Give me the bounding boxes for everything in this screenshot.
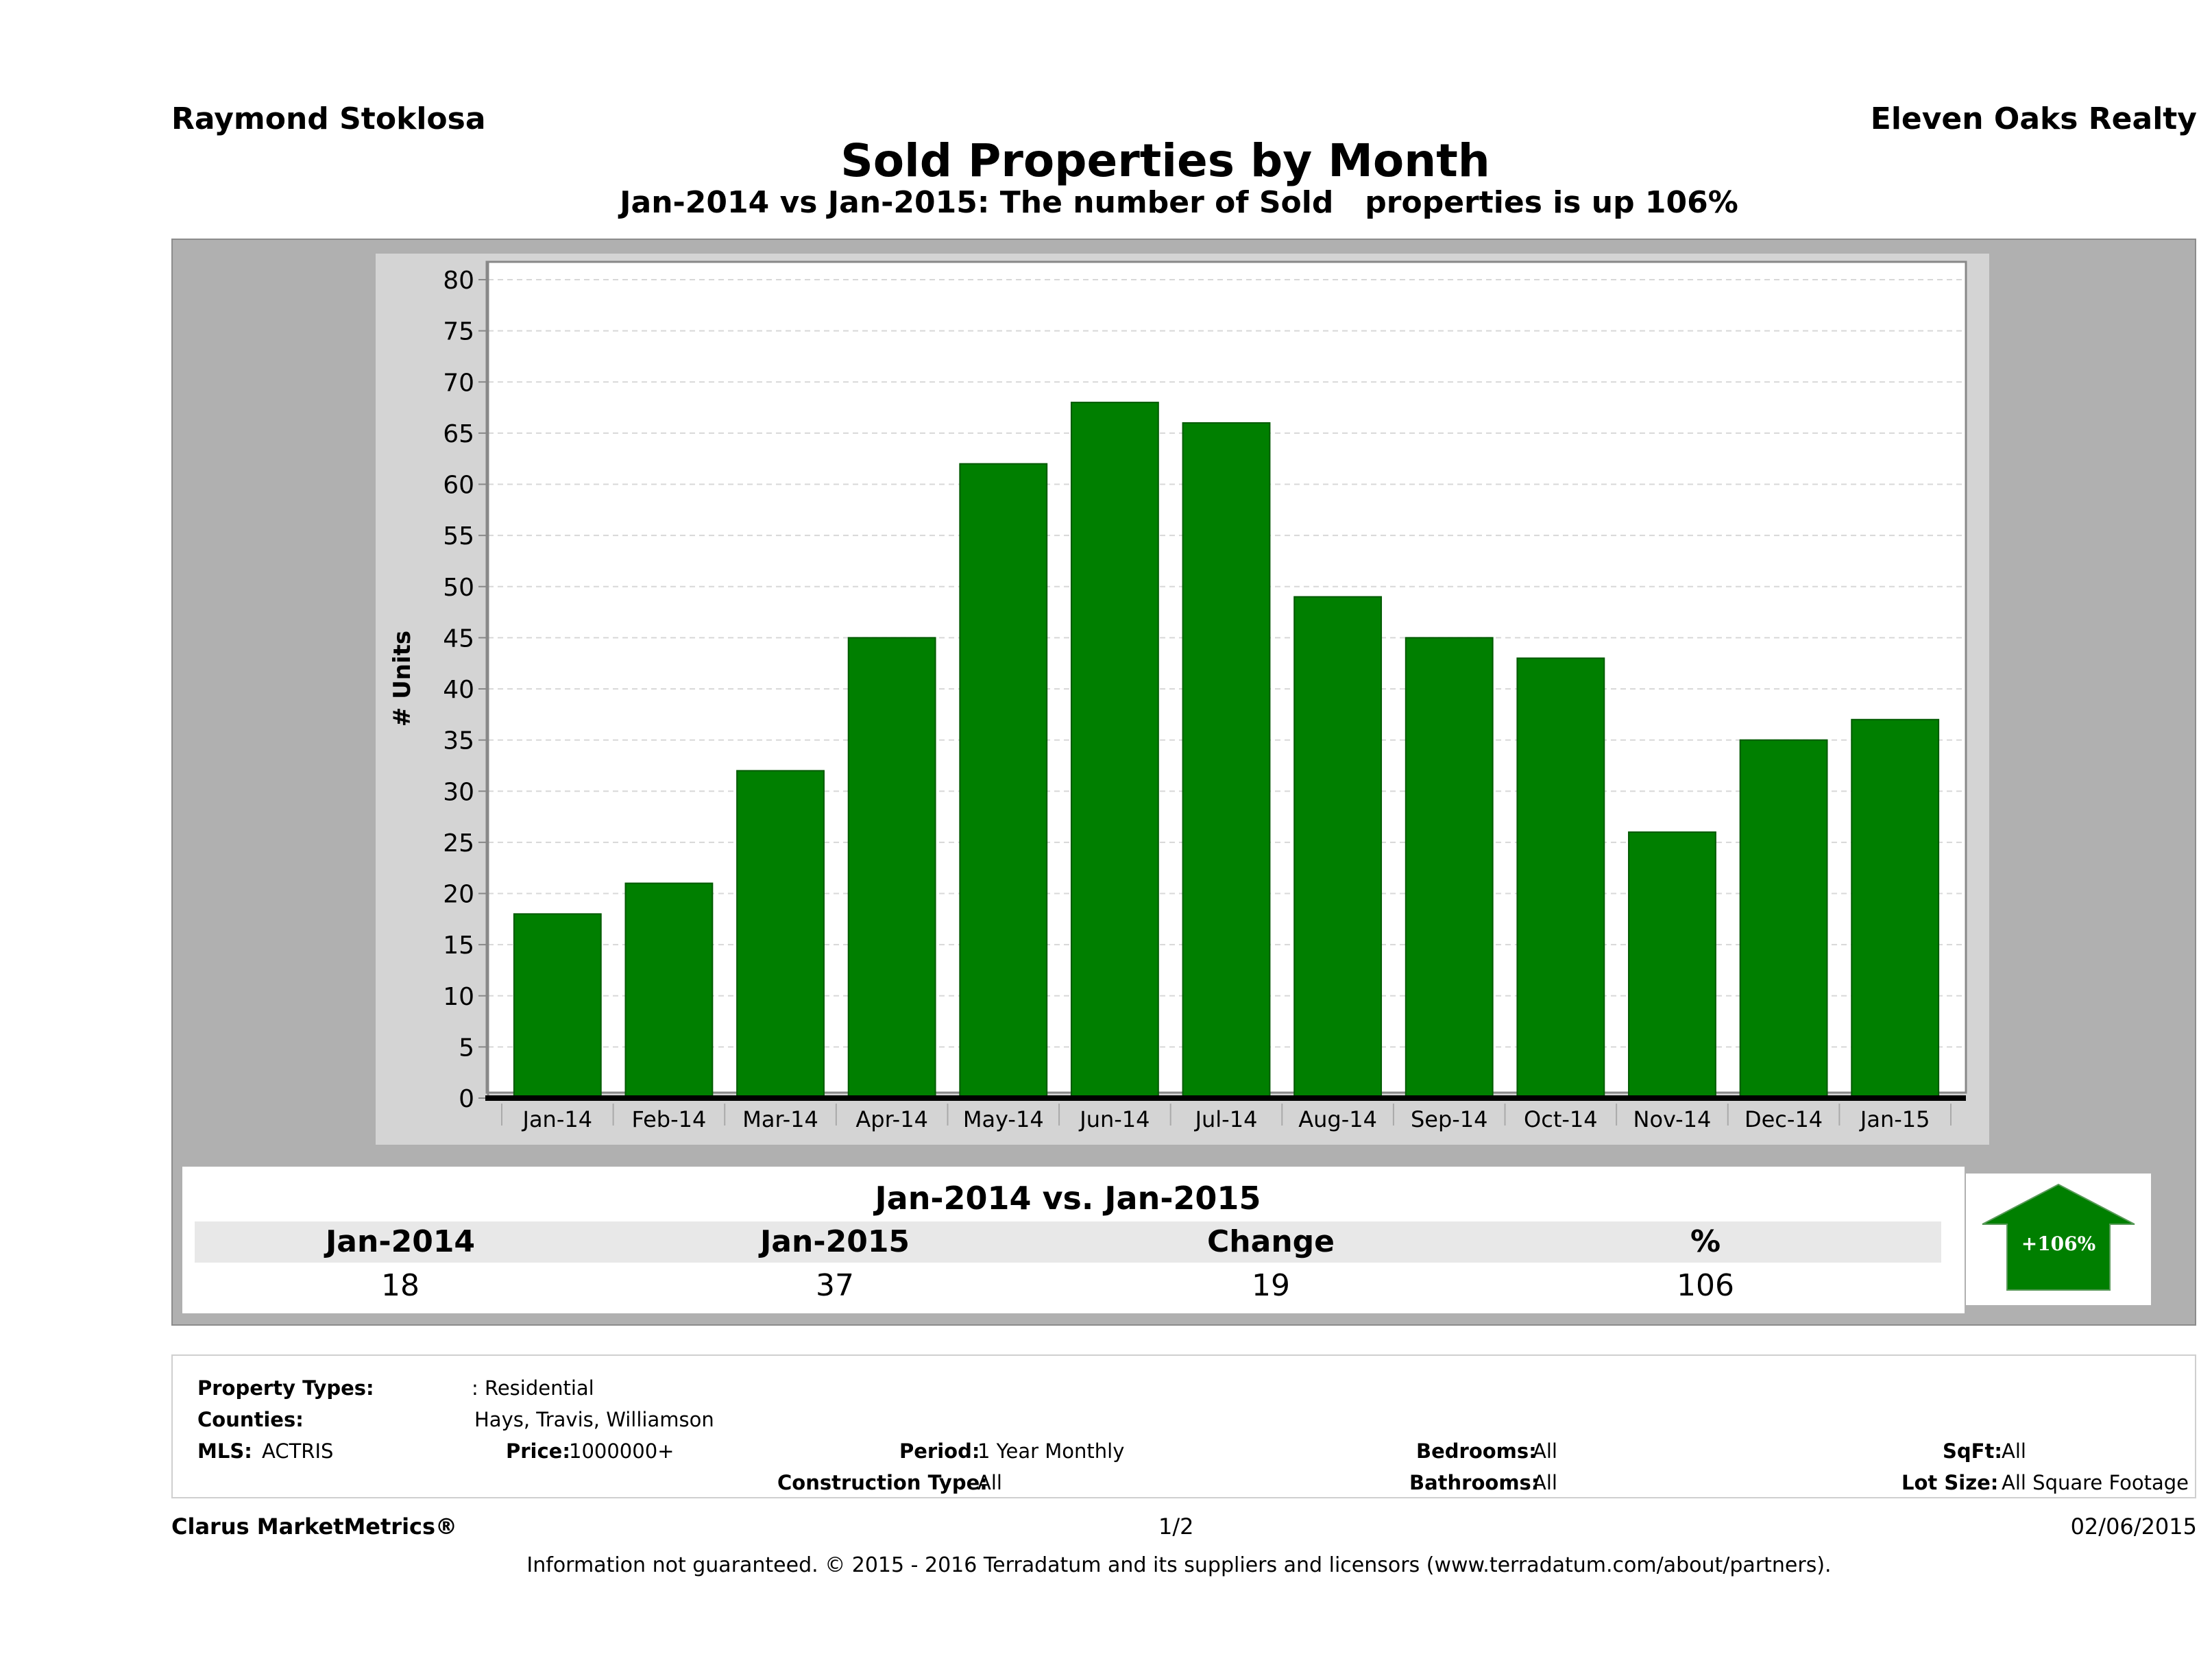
lot-size-value: All Square Footage xyxy=(2002,1471,2189,1494)
y-tick-label: 0 xyxy=(459,1085,474,1113)
stats-value-row: 18 37 19 106 xyxy=(195,1265,1941,1306)
stats-val-percent: 106 xyxy=(1677,1268,1734,1303)
stats-col-jan2015-label: Jan-2015 xyxy=(759,1224,910,1259)
x-tick-label: Dec-14 xyxy=(1745,1106,1823,1132)
y-tick-label: 55 xyxy=(443,522,474,550)
lot-size-label: Lot Size: xyxy=(1901,1471,1999,1494)
property-types-label: Property Types: xyxy=(197,1376,374,1400)
x-tick-label: Nov-14 xyxy=(1633,1106,1712,1132)
price-label: Price: xyxy=(506,1439,570,1463)
filter-summary: Property Types: : Residential Counties: … xyxy=(171,1354,2196,1498)
chart-title: Sold Properties by Month xyxy=(840,134,1490,187)
y-tick-label: 75 xyxy=(443,318,474,346)
bathrooms-label: Bathrooms: xyxy=(1409,1471,1540,1494)
price-value: 1000000+ xyxy=(569,1439,674,1463)
period-label: Period: xyxy=(899,1439,980,1463)
stats-col-change-label: Change xyxy=(1207,1224,1335,1259)
period-value: 1 Year Monthly xyxy=(977,1439,1125,1463)
y-tick-label: 65 xyxy=(443,420,474,448)
bar-feb-14 xyxy=(624,882,714,1099)
chart-subtitle: Jan-2014 vs Jan-2015: The number of Sold… xyxy=(620,185,1738,220)
counties-value: Hays, Travis, Williamson xyxy=(474,1408,714,1431)
x-tick-label: Mar-14 xyxy=(742,1106,818,1132)
bar-jan-14 xyxy=(513,913,602,1099)
bar-sep-14 xyxy=(1405,637,1494,1099)
y-tick-label: 40 xyxy=(443,676,474,704)
change-badge: +106% xyxy=(1966,1174,2151,1305)
y-tick-label: 20 xyxy=(443,881,474,909)
y-tick-label: 70 xyxy=(443,369,474,397)
bar-mar-14 xyxy=(736,770,825,1099)
bar-jun-14 xyxy=(1070,402,1159,1099)
sqft-value: All xyxy=(2002,1439,2026,1463)
property-types-value: : Residential xyxy=(472,1376,594,1400)
x-tick-label: Jun-14 xyxy=(1078,1106,1150,1132)
mls-label: MLS: xyxy=(197,1439,252,1463)
bar-aug-14 xyxy=(1293,596,1383,1099)
footer-brand: Clarus MarketMetrics® xyxy=(171,1513,458,1540)
x-ticks: Jan-14 Feb-14 Mar-14 Apr-14 May-14 Jun-14 Jul-… xyxy=(485,1095,1966,1132)
stats-header-row: Jan-2014 Jan-2015 Change % xyxy=(195,1221,1941,1263)
grid-lines xyxy=(488,279,1965,1048)
y-tick-label: 35 xyxy=(443,727,474,755)
bedrooms-label: Bedrooms: xyxy=(1416,1439,1537,1463)
bar-may-14 xyxy=(959,463,1048,1099)
y-tick-label: 80 xyxy=(443,267,474,295)
y-tick-label: 45 xyxy=(443,624,474,653)
y-tick-label: 5 xyxy=(459,1034,474,1062)
y-tick-label: 50 xyxy=(443,574,474,602)
footer-date: 02/06/2015 xyxy=(2070,1513,2197,1540)
agent-name: Raymond Stoklosa xyxy=(171,101,486,136)
bathrooms-value: All xyxy=(1533,1471,1557,1494)
y-tick-label: 25 xyxy=(443,829,474,858)
stats-col-jan2014-label: Jan-2014 xyxy=(325,1224,476,1259)
bedrooms-value: All xyxy=(1533,1439,1557,1463)
y-tick-label: 10 xyxy=(443,983,474,1011)
sqft-label: SqFt: xyxy=(1943,1439,2002,1463)
y-tick-label: 15 xyxy=(443,932,474,960)
bar-oct-14 xyxy=(1516,657,1605,1099)
footer-page: 1/2 xyxy=(1158,1513,1194,1540)
y-axis-label: # Units xyxy=(389,631,416,727)
x-tick-label: May-14 xyxy=(963,1106,1044,1132)
construction-label: Construction Type: xyxy=(777,1471,988,1494)
bar-nov-14 xyxy=(1628,831,1716,1099)
x-tick-label: Sep-14 xyxy=(1411,1106,1488,1132)
x-tick-label: Feb-14 xyxy=(631,1106,706,1132)
x-tick-label: Oct-14 xyxy=(1524,1106,1598,1132)
x-tick-label: Jan-15 xyxy=(1859,1106,1930,1132)
bar-jan-15 xyxy=(1851,718,1940,1099)
badge-text: +106% xyxy=(2021,1232,2096,1255)
stats-val-change: 19 xyxy=(1252,1268,1290,1303)
bar-apr-14 xyxy=(847,637,936,1099)
footer-disclaimer: Information not guaranteed. © 2015 - 201… xyxy=(526,1553,1832,1577)
y-tick-label: 30 xyxy=(443,778,474,806)
x-tick-label: Jan-14 xyxy=(522,1106,593,1132)
bar-chart: 0 5 10 15 20 25 30 35 40 45 50 55 60 65 70 75 80 Jan-14 F… xyxy=(389,260,1967,1132)
stats-val-jan2014: 18 xyxy=(381,1268,420,1303)
y-tick-label: 60 xyxy=(443,472,474,500)
bar-dec-14 xyxy=(1739,739,1828,1099)
bars xyxy=(513,402,1940,1099)
up-arrow-icon: +106% xyxy=(1982,1183,2135,1291)
counties-label: Counties: xyxy=(197,1408,304,1431)
mls-value: ACTRIS xyxy=(262,1439,334,1463)
x-tick-label: Jul-14 xyxy=(1194,1106,1258,1132)
stats-val-jan2015: 37 xyxy=(816,1268,854,1303)
stats-col-percent-label: % xyxy=(1690,1224,1721,1259)
x-tick-label: Aug-14 xyxy=(1298,1106,1377,1132)
x-tick-label: Apr-14 xyxy=(855,1106,928,1132)
construction-value: All xyxy=(977,1471,1002,1494)
stats-heading: Jan-2014 vs. Jan-2015 xyxy=(195,1176,1941,1220)
y-ticks: 0 5 10 15 20 25 30 35 40 45 50 55 60 65 70 75 80 xyxy=(443,262,489,1113)
company-name: Eleven Oaks Realty xyxy=(1870,101,2197,136)
bar-jul-14 xyxy=(1182,422,1271,1099)
